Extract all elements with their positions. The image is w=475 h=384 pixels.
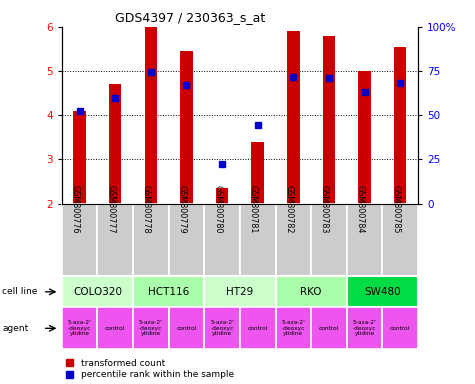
Text: control: control: [105, 326, 125, 331]
Text: GSM800777: GSM800777: [106, 185, 115, 234]
Text: GSM800783: GSM800783: [320, 185, 329, 233]
Bar: [347, 307, 382, 349]
Text: control: control: [319, 326, 339, 331]
Bar: [204, 276, 276, 307]
Text: GSM800785: GSM800785: [391, 185, 400, 233]
Text: GSM800776: GSM800776: [71, 185, 80, 233]
Bar: [204, 307, 240, 349]
Text: GSM800780: GSM800780: [213, 185, 222, 233]
Bar: [240, 307, 276, 349]
Text: control: control: [390, 326, 410, 331]
Bar: [180, 51, 193, 204]
Text: 5-aza-2'
-deoxyc
ytidine: 5-aza-2' -deoxyc ytidine: [67, 320, 92, 336]
Bar: [133, 307, 169, 349]
Legend: transformed count, percentile rank within the sample: transformed count, percentile rank withi…: [66, 359, 234, 379]
Bar: [240, 204, 276, 276]
Text: control: control: [176, 326, 197, 331]
Bar: [382, 204, 418, 276]
Bar: [323, 36, 335, 204]
Text: 5-aza-2'
-deoxyc
ytidine: 5-aza-2' -deoxyc ytidine: [281, 320, 305, 336]
Bar: [109, 84, 122, 204]
Text: GSM800784: GSM800784: [356, 185, 365, 233]
Bar: [133, 276, 204, 307]
Bar: [358, 71, 371, 204]
Bar: [62, 307, 97, 349]
Bar: [347, 276, 418, 307]
Text: GSM800779: GSM800779: [178, 185, 186, 234]
Text: RKO: RKO: [300, 287, 322, 297]
Text: 5-aza-2'
-deoxyc
ytidine: 5-aza-2' -deoxyc ytidine: [210, 320, 234, 336]
Bar: [311, 204, 347, 276]
Text: cell line: cell line: [2, 287, 38, 296]
Text: 5-aza-2'
-deoxyc
ytidine: 5-aza-2' -deoxyc ytidine: [352, 320, 377, 336]
Text: HCT116: HCT116: [148, 287, 189, 297]
Text: GDS4397 / 230363_s_at: GDS4397 / 230363_s_at: [115, 11, 266, 24]
Text: GSM800781: GSM800781: [249, 185, 257, 233]
Bar: [97, 204, 133, 276]
Bar: [62, 276, 133, 307]
Bar: [311, 307, 347, 349]
Bar: [169, 307, 204, 349]
Bar: [97, 307, 133, 349]
Bar: [169, 204, 204, 276]
Bar: [276, 204, 311, 276]
Bar: [382, 307, 418, 349]
Bar: [62, 204, 97, 276]
Text: control: control: [247, 326, 268, 331]
Bar: [73, 111, 86, 204]
Bar: [144, 27, 157, 204]
Bar: [347, 204, 382, 276]
Text: COLO320: COLO320: [73, 287, 122, 297]
Bar: [251, 142, 264, 204]
Text: HT29: HT29: [226, 287, 254, 297]
Text: GSM800778: GSM800778: [142, 185, 151, 233]
Text: SW480: SW480: [364, 287, 401, 297]
Text: agent: agent: [2, 324, 28, 333]
Bar: [204, 204, 240, 276]
Bar: [216, 188, 228, 204]
Bar: [287, 31, 300, 204]
Bar: [394, 47, 407, 204]
Bar: [276, 307, 311, 349]
Text: GSM800782: GSM800782: [285, 185, 293, 233]
Bar: [276, 276, 347, 307]
Text: 5-aza-2'
-deoxyc
ytidine: 5-aza-2' -deoxyc ytidine: [139, 320, 163, 336]
Bar: [133, 204, 169, 276]
